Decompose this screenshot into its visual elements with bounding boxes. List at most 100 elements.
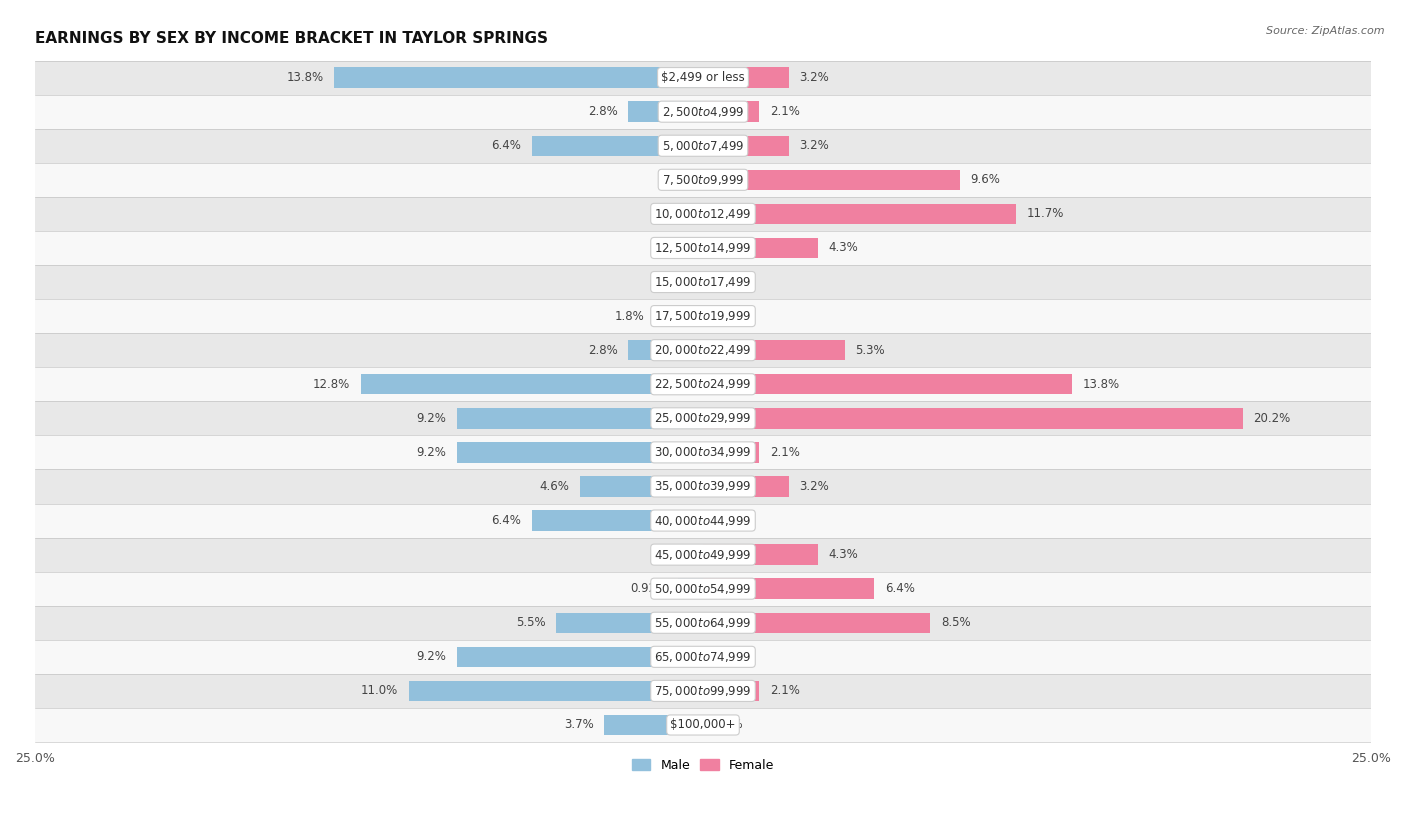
Bar [628, 340, 703, 360]
Bar [703, 579, 875, 599]
Bar [335, 67, 703, 88]
Bar [35, 436, 1371, 469]
Text: 5.3%: 5.3% [855, 344, 884, 357]
Bar [35, 503, 1371, 537]
Text: $12,500 to $14,999: $12,500 to $14,999 [654, 241, 752, 255]
Bar [35, 606, 1371, 640]
Bar [35, 163, 1371, 197]
Bar [35, 402, 1371, 436]
Bar [555, 612, 703, 633]
Text: 1.8%: 1.8% [614, 310, 644, 323]
Bar [703, 408, 1243, 428]
Text: 6.4%: 6.4% [492, 139, 522, 152]
Text: $45,000 to $49,999: $45,000 to $49,999 [654, 548, 752, 562]
Text: $2,500 to $4,999: $2,500 to $4,999 [662, 105, 744, 119]
Bar [531, 511, 703, 531]
Text: 13.8%: 13.8% [287, 71, 323, 84]
Text: 9.2%: 9.2% [416, 446, 447, 459]
Text: 0.0%: 0.0% [662, 276, 692, 289]
Text: 0.0%: 0.0% [714, 276, 744, 289]
Bar [35, 231, 1371, 265]
Bar [35, 94, 1371, 128]
Text: 0.0%: 0.0% [714, 719, 744, 732]
Bar [703, 442, 759, 463]
Text: 0.92%: 0.92% [630, 582, 668, 595]
Text: $15,000 to $17,499: $15,000 to $17,499 [654, 275, 752, 289]
Bar [35, 640, 1371, 674]
Text: $55,000 to $64,999: $55,000 to $64,999 [654, 615, 752, 630]
Text: 4.3%: 4.3% [828, 548, 858, 561]
Text: Source: ZipAtlas.com: Source: ZipAtlas.com [1267, 26, 1385, 36]
Bar [35, 537, 1371, 572]
Text: $35,000 to $39,999: $35,000 to $39,999 [654, 480, 752, 493]
Text: 11.7%: 11.7% [1026, 207, 1064, 220]
Text: 2.1%: 2.1% [770, 446, 800, 459]
Text: $7,500 to $9,999: $7,500 to $9,999 [662, 173, 744, 187]
Text: $5,000 to $7,499: $5,000 to $7,499 [662, 139, 744, 153]
Text: $40,000 to $44,999: $40,000 to $44,999 [654, 514, 752, 528]
Text: 0.0%: 0.0% [662, 173, 692, 186]
Bar [531, 136, 703, 156]
Text: $10,000 to $12,499: $10,000 to $12,499 [654, 207, 752, 221]
Text: 20.2%: 20.2% [1254, 412, 1291, 425]
Text: 3.2%: 3.2% [799, 139, 830, 152]
Text: 2.8%: 2.8% [588, 344, 617, 357]
Text: 3.2%: 3.2% [799, 480, 830, 493]
Bar [35, 674, 1371, 708]
Bar [703, 67, 789, 88]
Bar [703, 680, 759, 701]
Text: $75,000 to $99,999: $75,000 to $99,999 [654, 684, 752, 698]
Text: $20,000 to $22,499: $20,000 to $22,499 [654, 343, 752, 357]
Bar [35, 367, 1371, 402]
Text: 0.0%: 0.0% [662, 207, 692, 220]
Text: $100,000+: $100,000+ [671, 719, 735, 732]
Bar [35, 128, 1371, 163]
Text: 3.7%: 3.7% [564, 719, 593, 732]
Text: 2.1%: 2.1% [770, 105, 800, 118]
Bar [679, 579, 703, 599]
Bar [361, 374, 703, 394]
Text: 5.5%: 5.5% [516, 616, 546, 629]
Text: $2,499 or less: $2,499 or less [661, 71, 745, 84]
Bar [703, 102, 759, 122]
Text: 6.4%: 6.4% [492, 514, 522, 527]
Bar [581, 476, 703, 497]
Text: $30,000 to $34,999: $30,000 to $34,999 [654, 446, 752, 459]
Text: $25,000 to $29,999: $25,000 to $29,999 [654, 411, 752, 425]
Text: 13.8%: 13.8% [1083, 378, 1119, 391]
Bar [35, 299, 1371, 333]
Text: 9.6%: 9.6% [970, 173, 1000, 186]
Bar [35, 469, 1371, 503]
Bar [35, 708, 1371, 742]
Text: 0.0%: 0.0% [714, 310, 744, 323]
Bar [457, 646, 703, 667]
Text: 4.6%: 4.6% [540, 480, 569, 493]
Bar [605, 715, 703, 735]
Text: $17,500 to $19,999: $17,500 to $19,999 [654, 309, 752, 323]
Bar [703, 612, 931, 633]
Bar [703, 237, 818, 259]
Text: 11.0%: 11.0% [361, 685, 398, 698]
Text: 4.3%: 4.3% [828, 241, 858, 254]
Text: 0.0%: 0.0% [662, 241, 692, 254]
Legend: Male, Female: Male, Female [627, 754, 779, 777]
Bar [703, 374, 1071, 394]
Bar [703, 204, 1015, 224]
Bar [409, 680, 703, 701]
Bar [703, 136, 789, 156]
Text: $22,500 to $24,999: $22,500 to $24,999 [654, 377, 752, 391]
Text: $50,000 to $54,999: $50,000 to $54,999 [654, 581, 752, 596]
Bar [35, 60, 1371, 94]
Bar [457, 408, 703, 428]
Bar [35, 572, 1371, 606]
Bar [628, 102, 703, 122]
Text: EARNINGS BY SEX BY INCOME BRACKET IN TAYLOR SPRINGS: EARNINGS BY SEX BY INCOME BRACKET IN TAY… [35, 31, 548, 46]
Text: 2.8%: 2.8% [588, 105, 617, 118]
Text: 3.2%: 3.2% [799, 71, 830, 84]
Text: 8.5%: 8.5% [941, 616, 970, 629]
Text: 9.2%: 9.2% [416, 412, 447, 425]
Bar [703, 545, 818, 565]
Text: 6.4%: 6.4% [884, 582, 914, 595]
Bar [703, 340, 845, 360]
Text: $65,000 to $74,999: $65,000 to $74,999 [654, 650, 752, 664]
